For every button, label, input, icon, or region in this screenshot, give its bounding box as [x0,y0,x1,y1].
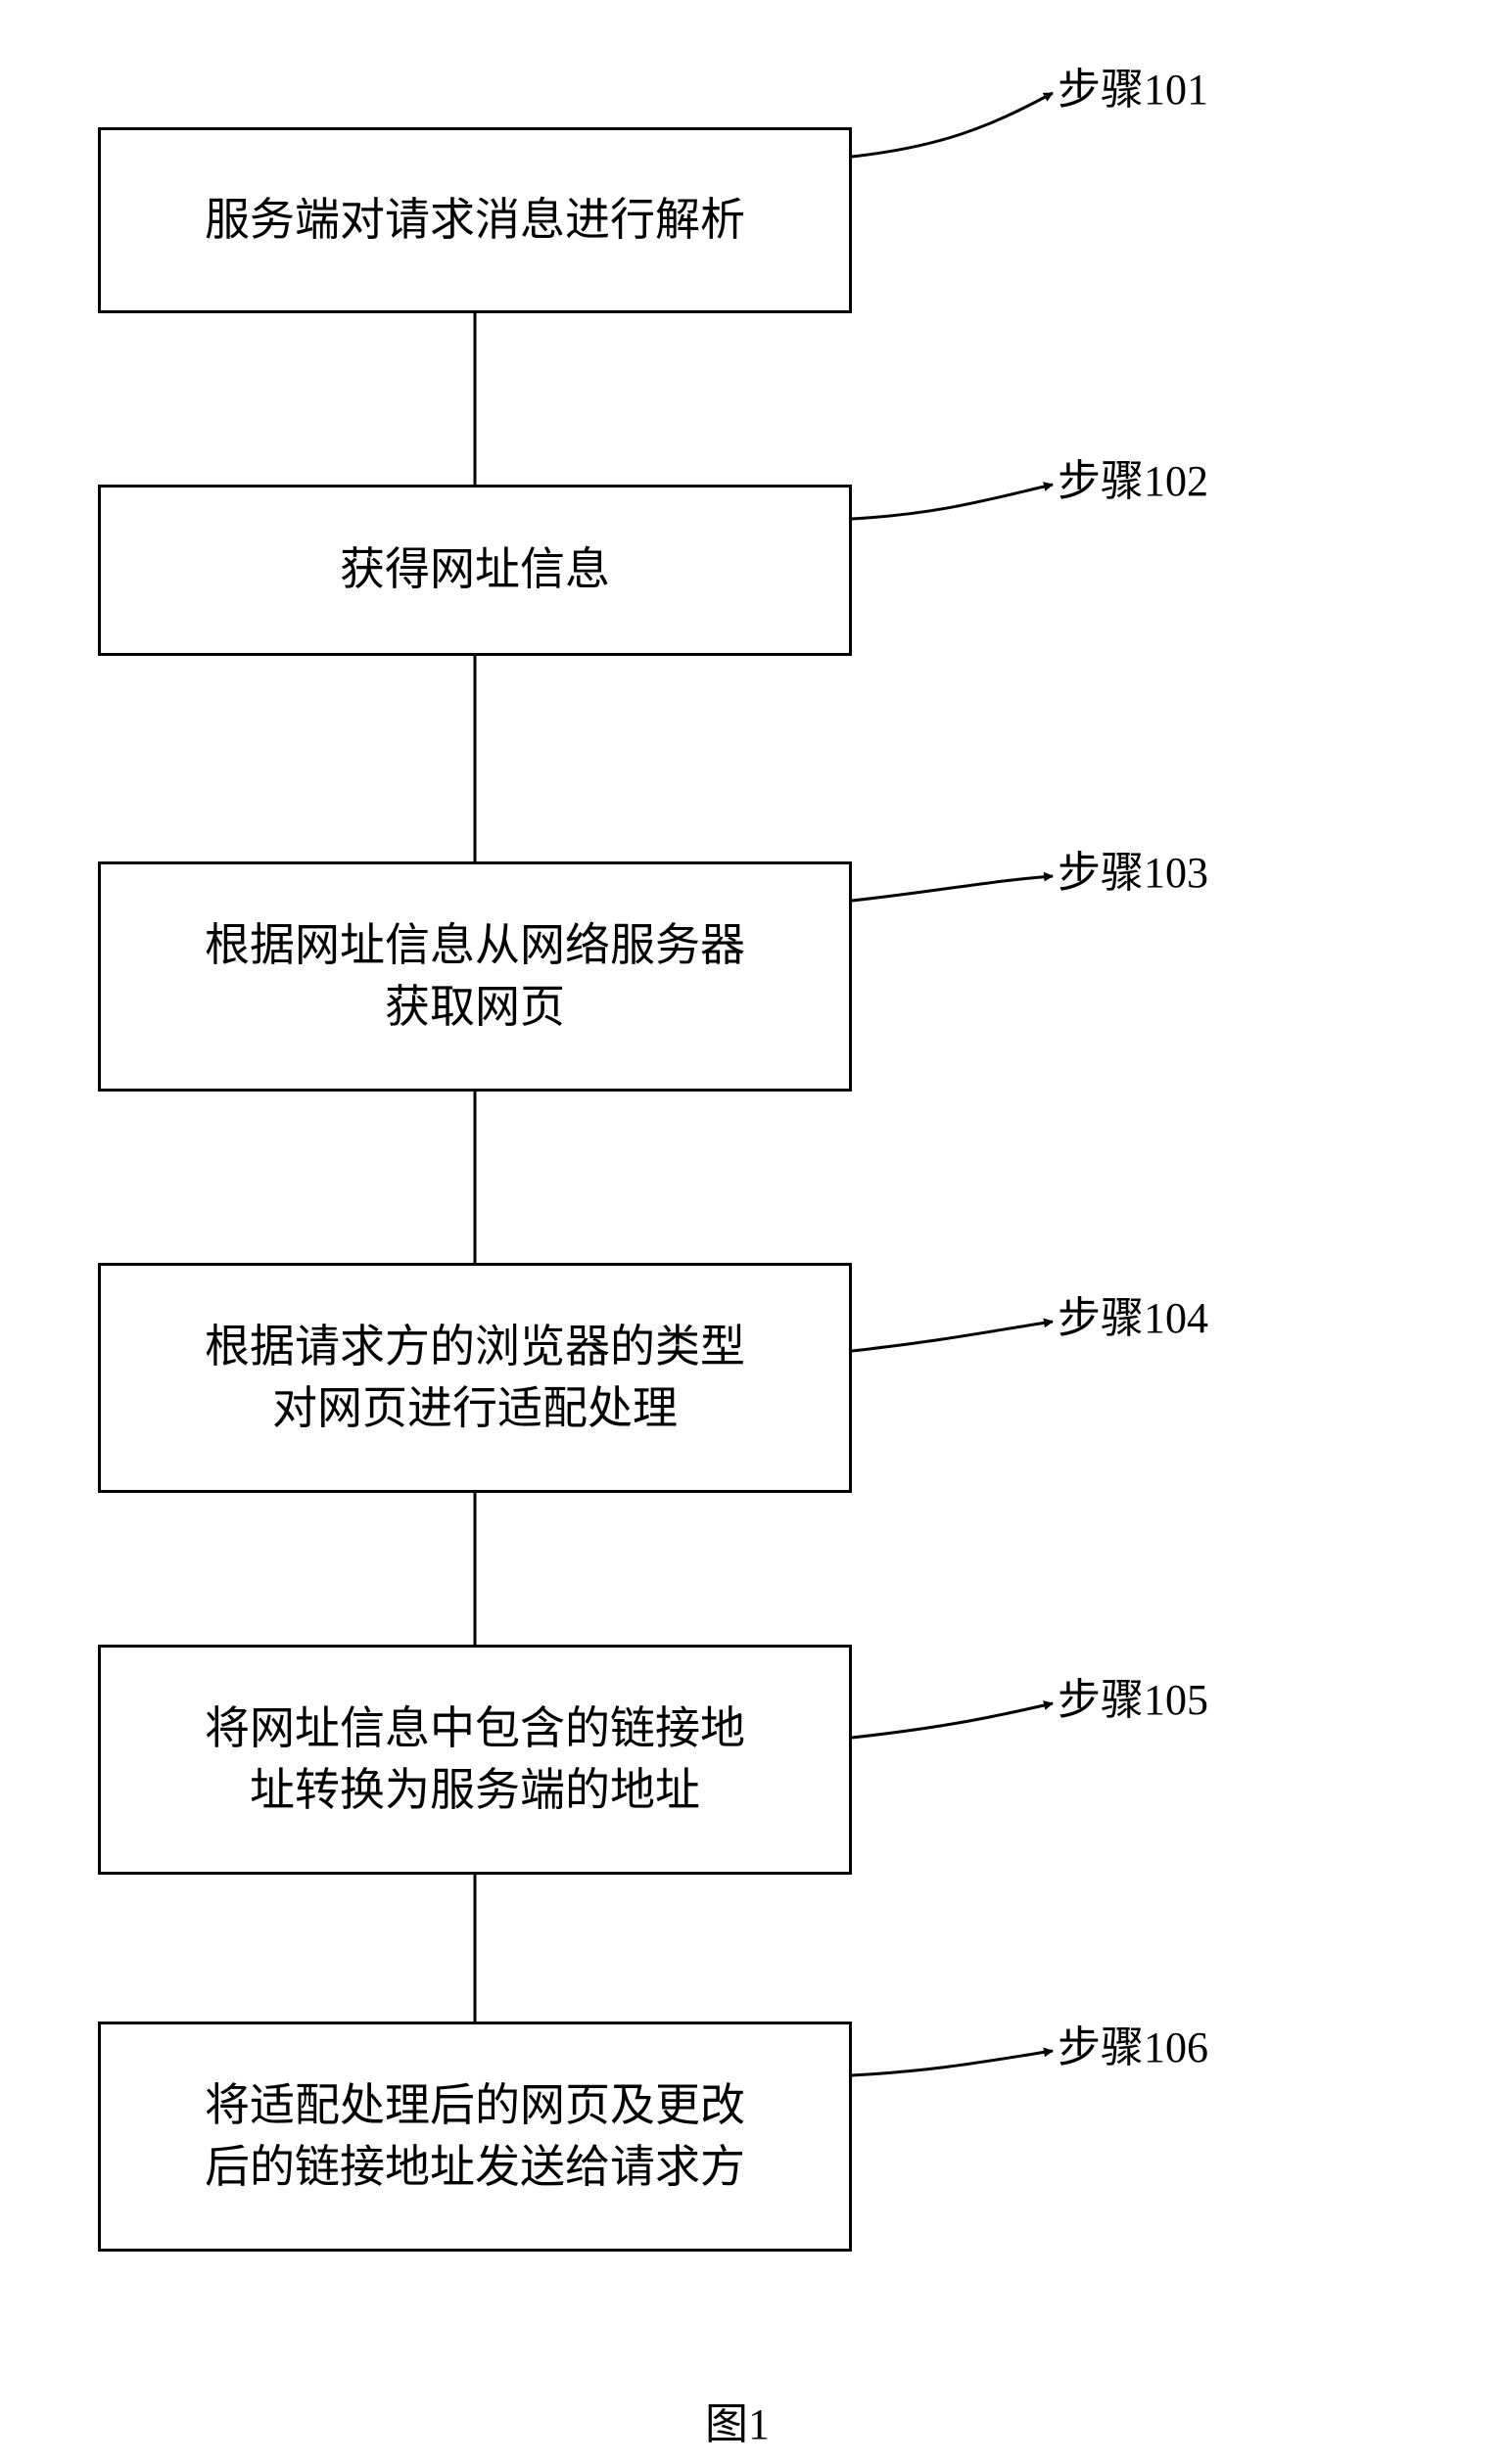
step-label-1: 步骤101 [1058,54,1208,116]
step-label-6: 步骤106 [1058,2012,1208,2074]
flow-node-4: 根据请求方的浏览器的类型对网页进行适配处理 [98,1263,852,1493]
step-label-3: 步骤103 [1058,837,1208,900]
step-label-2: 步骤102 [1058,445,1208,508]
flow-node-6: 将适配处理后的网页及更改后的链接地址发送给请求方 [98,2022,852,2252]
flowchart-canvas: 服务端对请求消息进行解析 获得网址信息 根据网址信息从网络服务器获取网页 根据请… [0,0,1506,2464]
step-label-5: 步骤105 [1058,1664,1208,1727]
figure-caption: 图1 [705,2389,770,2451]
flow-node-2: 获得网址信息 [98,485,852,656]
step-label-4: 步骤104 [1058,1282,1208,1345]
flow-node-3: 根据网址信息从网络服务器获取网页 [98,861,852,1092]
flow-node-5: 将网址信息中包含的链接地址转换为服务端的地址 [98,1645,852,1875]
flow-node-1: 服务端对请求消息进行解析 [98,127,852,313]
